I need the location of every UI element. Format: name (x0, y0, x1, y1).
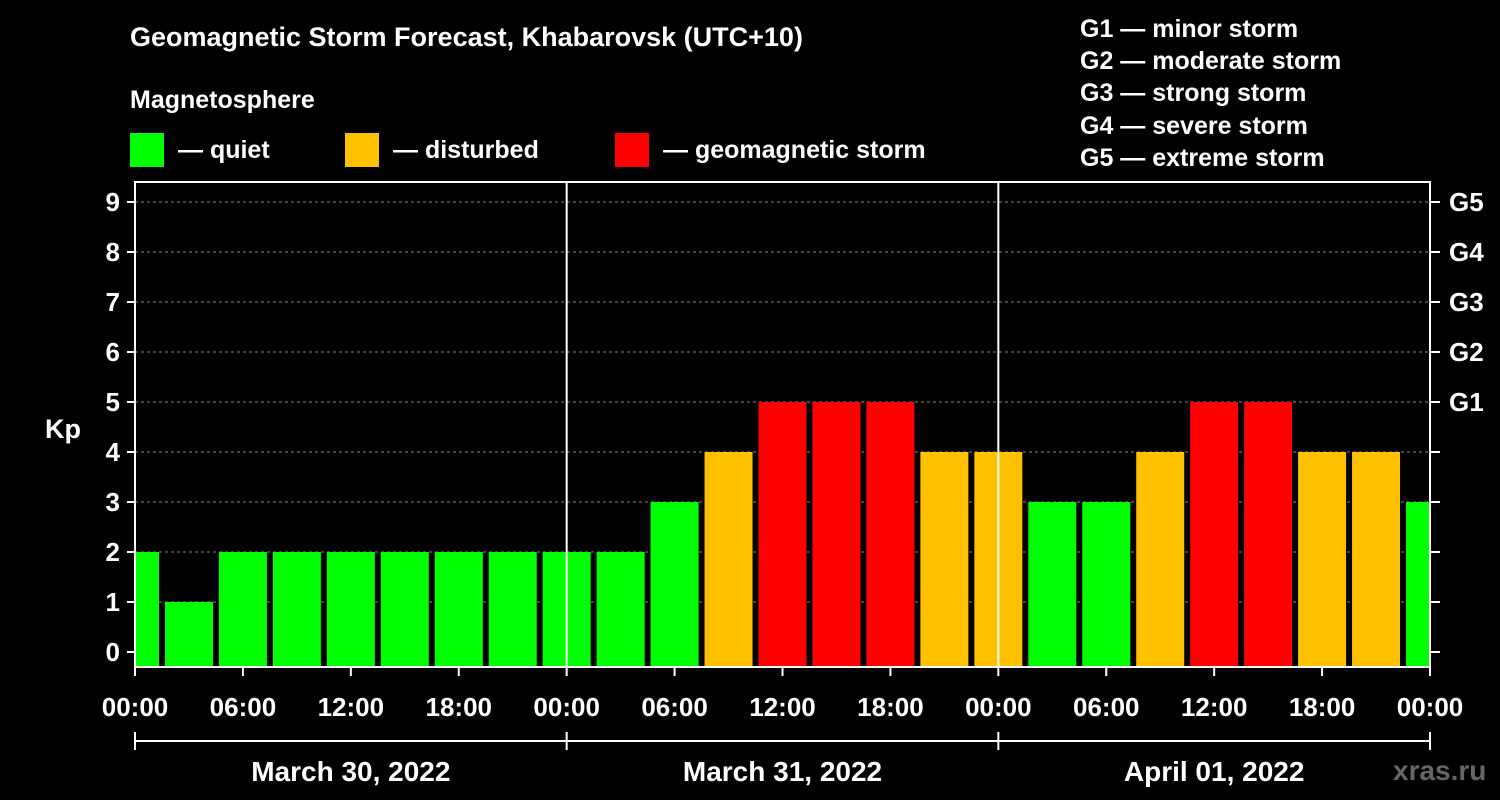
g-level-label: G4 (1449, 237, 1484, 267)
y-tick-label: 0 (106, 637, 120, 667)
date-label: March 30, 2022 (251, 756, 450, 787)
g-scale-item: G1 — minor storm (1080, 15, 1299, 43)
kp-bar (136, 552, 159, 667)
kp-bar (218, 552, 267, 667)
kp-bar (758, 402, 807, 667)
g-scale-item: G3 — strong storm (1080, 79, 1307, 108)
kp-bar (866, 402, 915, 667)
g-level-label: G2 (1449, 337, 1484, 367)
x-tick-label: 00:00 (533, 692, 600, 722)
g-level-label: G5 (1449, 187, 1484, 217)
y-tick-label: 1 (106, 587, 120, 617)
chart-subtitle: Magnetosphere (130, 86, 315, 114)
g-scale-item: G2 — moderate storm (1080, 47, 1342, 76)
kp-bar (1082, 502, 1131, 667)
x-tick-label: 00:00 (102, 692, 169, 722)
legend-swatch-storm (615, 133, 649, 167)
y-tick-label: 3 (106, 487, 120, 517)
kp-bar (1190, 402, 1239, 667)
y-tick-label: 9 (106, 187, 120, 217)
kp-bar (650, 502, 699, 667)
x-tick-label: 12:00 (318, 692, 385, 722)
chart-title: Geomagnetic Storm Forecast, Khabarovsk (… (130, 22, 803, 52)
kp-bar (434, 552, 483, 667)
date-label: March 31, 2022 (683, 756, 882, 787)
kp-bar (1028, 502, 1077, 667)
y-tick-label: 6 (106, 337, 120, 367)
legend-item-disturbed: — disturbed (345, 133, 539, 167)
legend-item-quiet: — quiet (130, 133, 270, 167)
x-tick-label: 06:00 (210, 692, 277, 722)
kp-bar (1352, 452, 1401, 667)
kp-bar (704, 452, 753, 667)
kp-bar (1406, 502, 1429, 667)
x-tick-label: 12:00 (749, 692, 816, 722)
kp-bar (1136, 452, 1185, 667)
g-scale-item: G5 — extreme storm (1080, 143, 1325, 172)
g-scale-item: G4 — severe storm (1080, 111, 1308, 140)
legend-swatch-disturbed (345, 133, 379, 167)
legend-label-quiet: — quiet (178, 135, 270, 164)
x-tick-label: 00:00 (1397, 692, 1464, 722)
y-tick-label: 2 (106, 537, 120, 567)
x-tick-label: 12:00 (1181, 692, 1248, 722)
g-level-label: G3 (1449, 287, 1484, 317)
x-tick-label: 06:00 (1073, 692, 1140, 722)
y-axis-label: Kp (45, 414, 81, 444)
x-tick-label: 00:00 (965, 692, 1032, 722)
g-level-label: G1 (1449, 387, 1484, 417)
x-tick-label: 18:00 (857, 692, 924, 722)
x-tick-label: 06:00 (641, 692, 708, 722)
y-tick-label: 4 (106, 437, 121, 467)
x-tick-label: 18:00 (1289, 692, 1356, 722)
g-scale-legend: G1 — minor storm G2 — moderate storm G3 … (1080, 13, 1341, 174)
kp-bar (812, 402, 861, 667)
kp-bar (1244, 402, 1293, 667)
y-tick-label: 5 (106, 387, 120, 417)
legend-label-storm: — geomagnetic storm (663, 135, 926, 164)
y-tick-label: 8 (106, 237, 120, 267)
legend-label-disturbed: — disturbed (393, 135, 539, 164)
kp-bar (380, 552, 429, 667)
legend-swatch-quiet (130, 133, 164, 167)
watermark: xras.ru (1393, 755, 1487, 786)
kp-bar (596, 552, 645, 667)
kp-bar (1298, 452, 1347, 667)
kp-bar (488, 552, 537, 667)
kp-bar (326, 552, 375, 667)
legend-item-storm: — geomagnetic storm (615, 133, 926, 167)
kp-bar (164, 602, 213, 667)
x-tick-label: 18:00 (426, 692, 493, 722)
date-label: April 01, 2022 (1124, 756, 1305, 787)
y-tick-label: 7 (106, 287, 120, 317)
kp-bar (272, 552, 321, 667)
kp-bar (920, 452, 969, 667)
